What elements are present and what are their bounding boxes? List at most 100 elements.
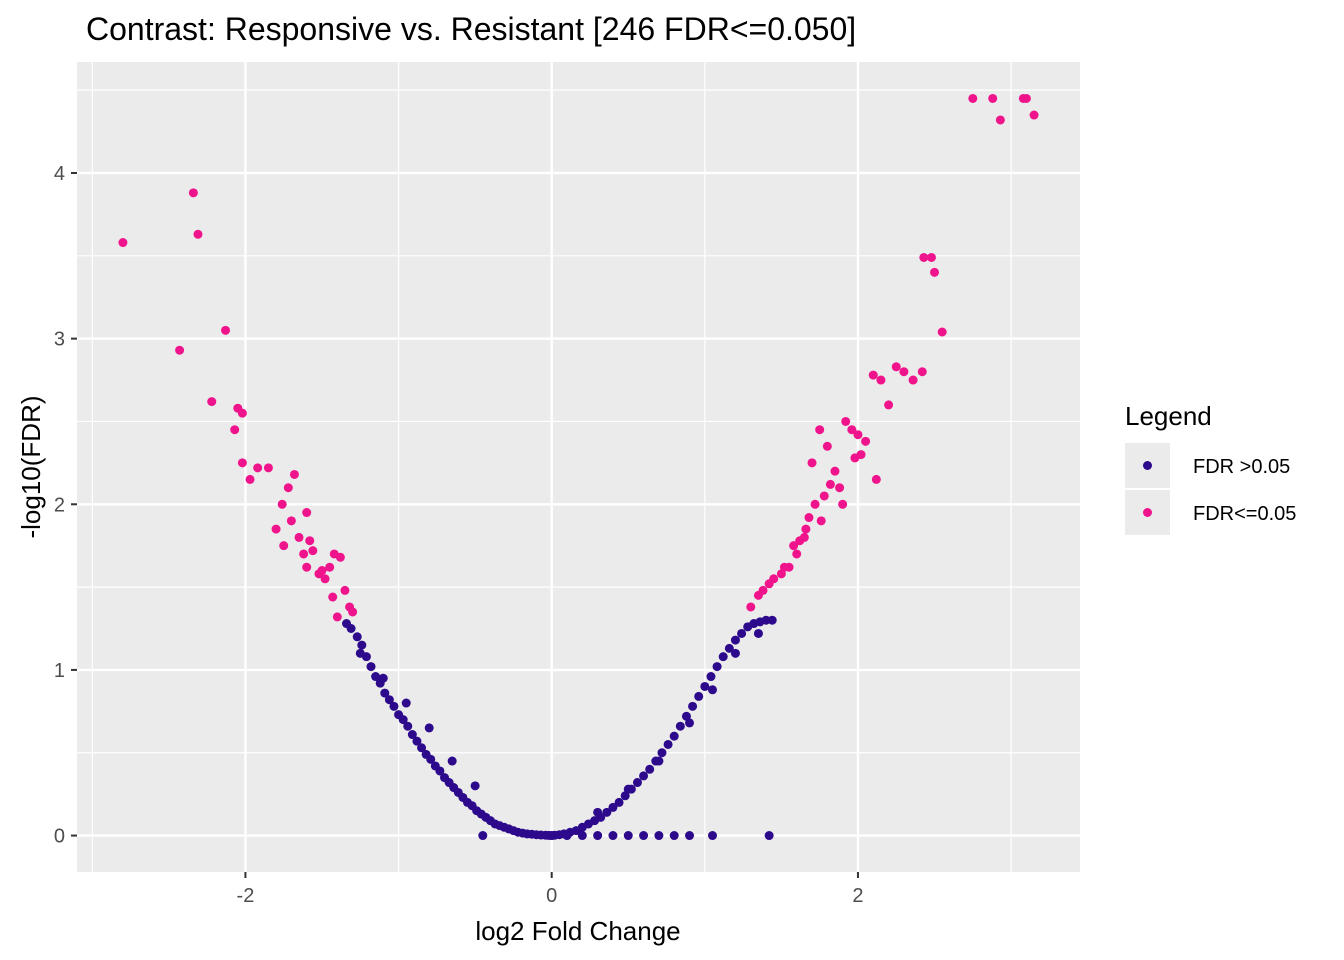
point-nonsig [712,662,722,672]
point-nonsig [753,628,763,638]
point-sig [294,532,304,542]
point-nonsig [718,652,728,662]
point-sig [816,516,826,526]
point-sig [822,441,832,451]
point-sig [283,483,293,493]
point-sig [221,325,231,335]
point-nonsig [478,831,488,841]
point-sig [245,474,255,484]
point-nonsig [380,688,390,698]
point-sig [891,362,901,372]
point-sig [271,524,281,534]
point-sig [299,549,309,559]
point-nonsig [645,764,655,774]
point-sig [815,425,825,435]
point-nonsig [593,831,603,841]
point-sig [263,463,273,473]
point-nonsig [371,672,381,682]
legend-key-sig [1143,508,1152,517]
point-sig [305,536,315,546]
point-sig [792,549,802,559]
point-nonsig [426,754,436,764]
point-nonsig [424,723,434,733]
point-sig [830,466,840,476]
point-nonsig [407,730,417,740]
y-tick-label: 2 [54,494,65,516]
point-sig [279,541,289,551]
point-nonsig [602,807,612,817]
y-tick-label: 1 [54,660,65,682]
point-sig [908,375,918,385]
point-sig [746,602,756,612]
legend-label-sig: FDR<=0.05 [1193,503,1296,525]
point-nonsig [694,691,704,701]
point-nonsig [366,662,376,672]
point-nonsig [614,797,624,807]
point-sig [861,436,871,446]
point-nonsig [730,648,740,658]
x-tick-label: 0 [546,885,557,907]
point-nonsig [378,673,388,683]
point-sig [795,536,805,546]
point-sig [856,450,866,460]
point-nonsig [562,831,572,841]
y-tick-label: 3 [54,329,65,351]
x-axis-title: log2 Fold Change [475,916,680,946]
y-axis-title: -log10(FDR) [16,395,46,538]
point-sig [810,499,820,509]
point-nonsig [401,698,411,708]
plot-panel [77,62,1080,872]
y-tick-label: 4 [54,163,65,185]
point-sig [838,499,848,509]
point-sig [237,458,247,468]
point-sig [825,479,835,489]
point-sig [302,508,312,518]
point-sig [328,592,338,602]
point-nonsig [355,648,365,658]
point-sig [917,367,927,377]
x-tick-label: 2 [852,885,863,907]
point-nonsig [357,640,367,650]
point-sig [868,370,878,380]
x-axis-ticks: -2 0 2 [237,872,864,907]
point-sig [937,327,947,337]
point-nonsig [685,831,695,841]
point-nonsig [417,743,427,753]
point-nonsig [737,628,747,638]
point-sig [995,115,1005,125]
point-sig [1021,93,1031,103]
point-sig [237,408,247,418]
point-nonsig [608,831,618,841]
point-sig [277,499,287,509]
point-nonsig [403,721,413,731]
point-sig [348,607,358,617]
point-nonsig [639,831,649,841]
point-nonsig [707,685,717,695]
point-sig [289,469,299,479]
point-nonsig [593,807,603,817]
point-nonsig [764,831,774,841]
point-nonsig [669,731,679,741]
legend-title: Legend [1125,401,1212,431]
point-nonsig [547,831,557,841]
point-sig [926,252,936,262]
point-nonsig [623,784,633,794]
point-sig [302,562,312,572]
point-sig [753,590,763,600]
point-nonsig [470,781,480,791]
point-nonsig [389,701,399,711]
point-nonsig [398,715,408,725]
point-sig [286,516,296,526]
point-sig [207,397,217,407]
point-sig [320,574,330,584]
point-sig [807,458,817,468]
point-sig [930,267,940,277]
point-sig [847,425,857,435]
legend: Legend FDR >0.05 FDR<=0.05 [1125,401,1296,535]
point-nonsig [663,739,673,749]
point-nonsig [657,748,667,758]
point-sig [335,552,345,562]
point-sig [188,188,198,198]
point-sig [801,524,811,534]
